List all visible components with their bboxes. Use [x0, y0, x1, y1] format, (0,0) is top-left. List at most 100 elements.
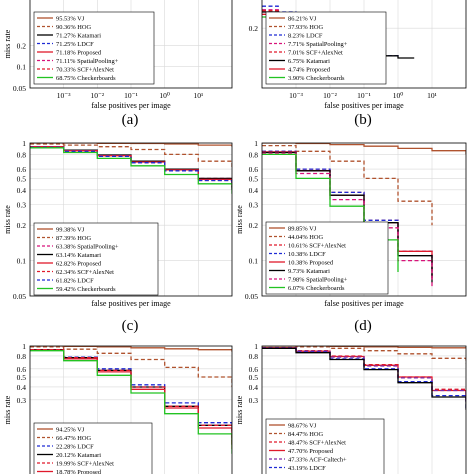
y-tick-label: 0.4	[17, 383, 27, 392]
legend-entry: 44.04% HOG	[288, 234, 324, 241]
x-tick-label: 10⁰	[393, 91, 404, 100]
legend-entry: 6.07% Checkerboards	[288, 285, 345, 292]
series-line	[30, 143, 232, 147]
legend-entry: 37.93% HOG	[288, 24, 324, 31]
x-tick-label: 10⁻²	[90, 91, 104, 100]
panel-letter-d: (d)	[354, 318, 372, 334]
axes-frame	[261, 345, 467, 474]
legend-entry: 89.85% VJ	[288, 226, 317, 233]
legend-entry: 71.27% Katamari	[56, 33, 101, 40]
series-line	[30, 147, 232, 194]
y-tick-label: 0.4	[249, 186, 259, 195]
chart-panel: 1 0.8 0.60.5 0.4 0.3 0.2 0.1 0.05 false positive…	[3, 139, 233, 308]
series-line	[30, 350, 232, 454]
y-tick-label: 0.2	[17, 41, 27, 50]
legend-entry: 86.21% VJ	[288, 16, 317, 23]
legend-entry: 47.33% ACF-Caltech+	[288, 457, 347, 464]
legend-entry: 10.38% LDCF	[288, 251, 326, 258]
y-axis-label: miss rate	[3, 29, 12, 58]
series-line	[262, 144, 433, 226]
x-tick-label: 10¹	[427, 91, 437, 100]
y-tick-label: 0.8	[249, 150, 259, 159]
x-tick-label: 10¹	[193, 91, 203, 100]
y-tick-label: 0.8	[17, 150, 27, 159]
x-tick-label: 10⁻¹	[357, 91, 371, 100]
legend-entry: 22.28% LDCF	[56, 444, 94, 451]
legend-entry: 62.82% Proposed	[56, 261, 102, 268]
legend-entry: 66.47% HOG	[56, 435, 92, 442]
x-tick-label: 10⁰	[159, 91, 170, 100]
legend-entry: 4.74% Proposed	[288, 67, 331, 74]
chart-series-group	[262, 143, 466, 287]
chart-series-group	[30, 143, 232, 194]
y-tick-label: 0.4	[249, 383, 259, 392]
y-tick-label: 0.05	[13, 292, 26, 301]
legend-entry: 7.98% SpatialPooling+	[288, 277, 348, 284]
y-tick-label: 0.3	[17, 200, 27, 209]
legend-box	[33, 422, 153, 474]
legend-entry: 90.36% HOG	[56, 24, 92, 31]
y-tick-label: 0.05	[245, 292, 258, 301]
y-tick-label: 1	[22, 139, 26, 148]
legend-entry: 59.42% Checkerboards	[56, 286, 116, 293]
legend-entry: 95.53% VJ	[56, 16, 85, 23]
axes-frame	[29, 142, 233, 297]
legend-box	[33, 222, 159, 296]
legend-entry: 7.01% SCF+AlexNet	[288, 50, 343, 57]
chart-panel: 10.8 0.60.50.4 0.3 miss rate 98.67% VJ84.47%…	[235, 342, 467, 474]
series-line	[30, 143, 232, 170]
legend-entry: 3.90% Checkerboards	[288, 75, 345, 82]
series-line	[262, 346, 466, 349]
y-tick-label: 0.5	[17, 174, 27, 183]
legend-entry: 43.19% LDCF	[288, 465, 326, 472]
legend-entry: 62.34% SCF+AlexNet	[56, 269, 114, 276]
x-tick-label: 10⁻¹	[124, 91, 138, 100]
y-tick-label: 0.6	[249, 365, 259, 374]
axes-frame	[261, 0, 467, 89]
chart-series-group	[262, 346, 466, 410]
x-axis-label: false positives per image	[324, 101, 404, 110]
y-tick-label: 0.8	[17, 352, 27, 361]
legend-entry: 71.18% Proposed	[56, 50, 102, 57]
y-tick-label: 0.5	[249, 373, 259, 382]
y-tick-label: 0.6	[17, 165, 27, 174]
chart-panel: 1 0.8 0.60.5 0.4 0.3 0.2 0.1 0.05 false positive…	[235, 139, 467, 308]
y-tick-label: 1	[254, 139, 258, 148]
x-axis-label: false positives per image	[91, 299, 171, 308]
legend-entry: 61.82% LDCF	[56, 278, 94, 285]
legend-entry: 70.33% SCF+AlexNet	[56, 67, 114, 74]
y-tick-label: 0.05	[13, 84, 26, 93]
y-axis-label: miss rate	[3, 395, 12, 424]
axes-frame	[261, 142, 467, 297]
legend-entry: 87.39% HOG	[56, 235, 92, 242]
legend-box	[265, 221, 389, 295]
y-tick-label: 0.3	[249, 396, 259, 405]
legend-entry: 18.78% Proposed	[56, 469, 102, 474]
legend-entry: 20.12% Katamari	[56, 452, 101, 459]
y-tick-label: 0.2	[17, 221, 27, 230]
x-tick-label: 10⁻³	[289, 91, 303, 100]
legend-entry: 98.67% VJ	[288, 423, 317, 430]
x-axis-label: false positives per image	[324, 299, 404, 308]
y-tick-label: 0.8	[249, 352, 259, 361]
legend-entry: 48.47% SCF+AlexNet	[288, 440, 346, 447]
y-tick-label: 0.3	[249, 200, 259, 209]
y-tick-label: 0.1	[17, 257, 27, 266]
y-tick-label: 1	[22, 342, 26, 351]
y-tick-label: 0.2	[249, 24, 259, 33]
legend-entry: 7.71% SpatialPooling+	[288, 41, 348, 48]
y-tick-label: 0.1	[17, 63, 27, 72]
legend-entry: 99.38% VJ	[56, 227, 85, 234]
y-tick-label: 0.3	[17, 396, 27, 405]
legend-box	[265, 418, 385, 474]
legend-entry: 63.14% Katamari	[56, 252, 101, 259]
legend-entry: 71.11% SpatialPooling+	[56, 58, 119, 65]
legend-entry: 9.73% Katamari	[288, 268, 330, 275]
legend-entry: 84.47% HOG	[288, 431, 324, 438]
y-tick-label: 0.6	[249, 165, 259, 174]
